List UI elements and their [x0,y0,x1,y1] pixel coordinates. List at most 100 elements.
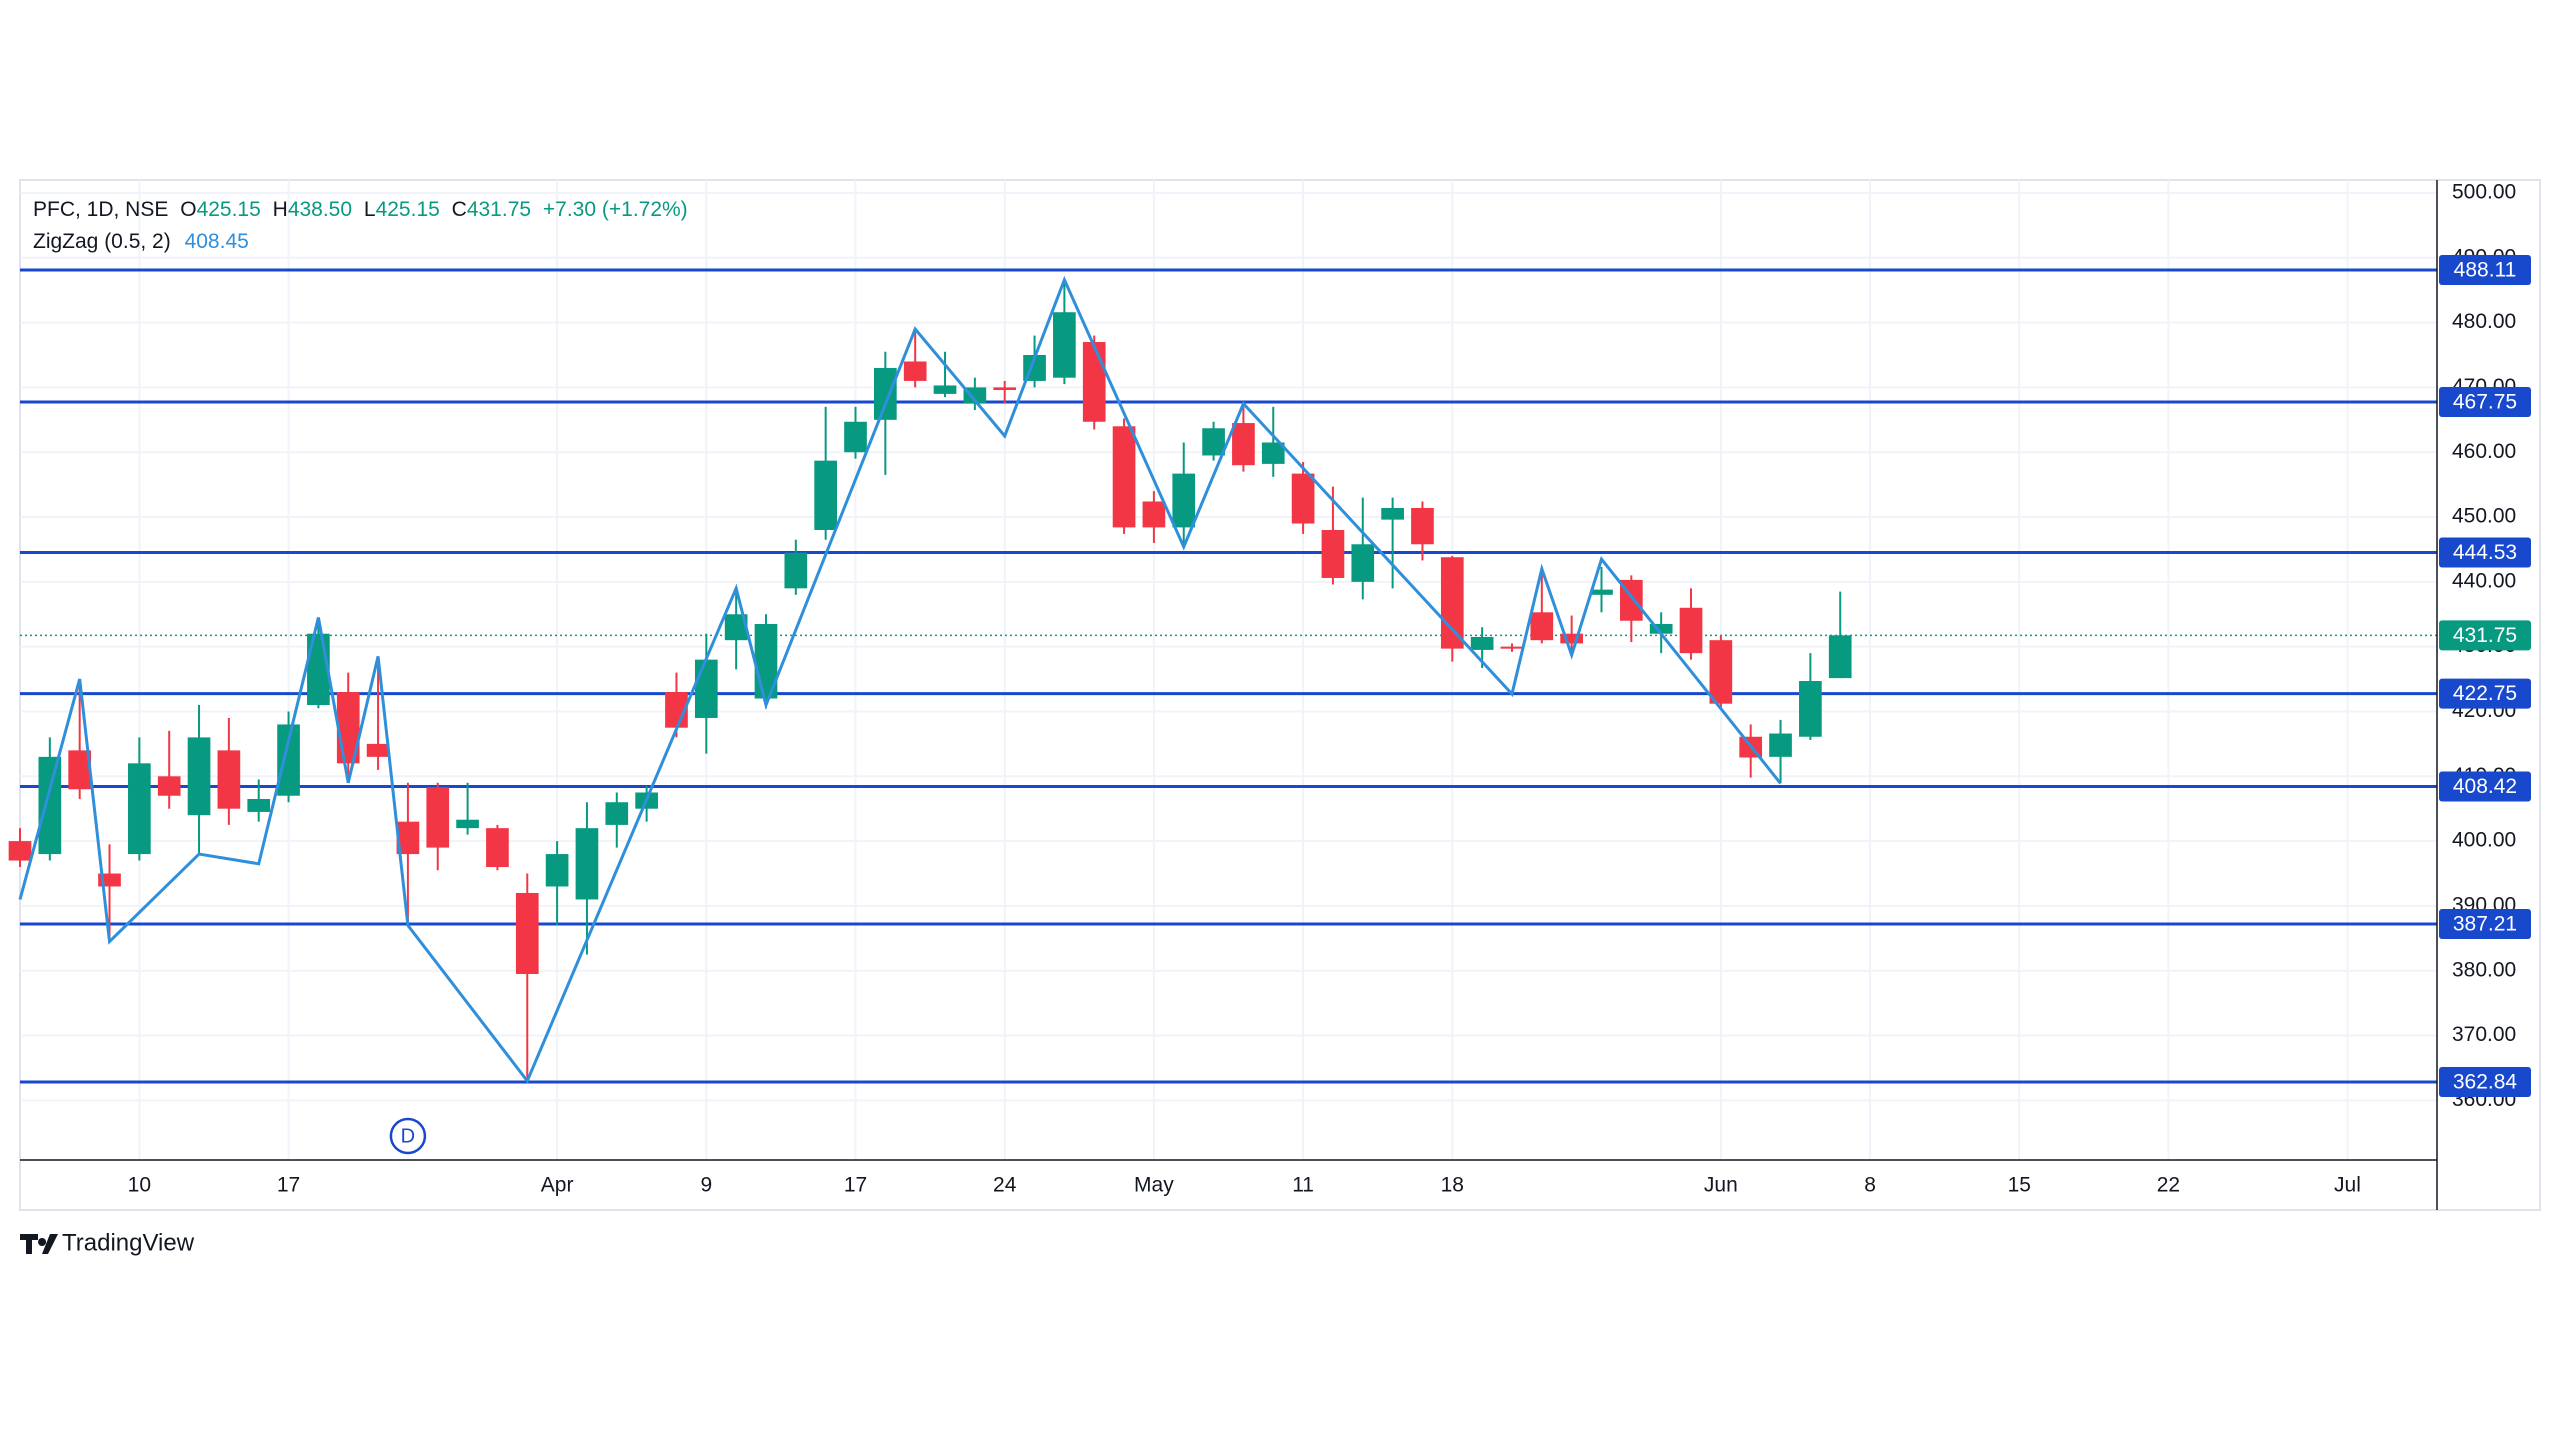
last-price-label: 431.75 [2453,624,2517,647]
x-tick-label: Apr [541,1174,574,1197]
y-tick-label: 500.00 [2452,181,2516,204]
y-tick-label: 370.00 [2452,1023,2516,1046]
candle-body [1381,507,1404,520]
level-label: 408.42 [2453,775,2517,798]
candle-body [277,724,300,796]
candle-body [1053,312,1076,378]
y-tick-label: 380.00 [2452,958,2516,981]
candle-body [456,819,479,829]
candle-body [1590,589,1613,595]
candle-body [1679,607,1703,654]
candle-body [605,802,629,825]
level-label-box [2439,386,2531,417]
x-tick-label: 10 [128,1174,151,1197]
level-label-box [2439,771,2531,802]
axis-labels: 360.00370.00380.00390.00400.00410.00420.… [128,181,2531,1197]
candle-body [1351,544,1375,582]
candle-body [366,743,390,757]
candle-body [247,798,271,812]
level-label-box [2439,909,2531,940]
candle-body [1082,342,1106,422]
x-tick-label: 24 [993,1174,1017,1197]
candle-body [1232,423,1255,466]
event-marker [389,1117,427,1155]
brand-name: TradingView [62,1229,195,1256]
candle-body [426,787,450,848]
candle-body [1112,426,1136,528]
y-tick-label: 400.00 [2452,829,2516,852]
y-tick-label: 450.00 [2452,505,2516,528]
candle-body [157,776,181,796]
high-value: 438.50 [288,198,352,221]
candle-body [187,737,211,816]
logo-icon [20,1234,58,1254]
indicator-value: 408.45 [185,230,249,253]
candle-body [1560,633,1583,644]
y-tick-label: 440.00 [2452,569,2516,592]
x-tick-label: 18 [1441,1174,1464,1197]
close-label: C [452,198,467,221]
candle-body [38,756,62,855]
candle-body [933,385,957,394]
candle-body [1769,733,1792,757]
x-tick-label: Jun [1704,1174,1738,1197]
low-value: 425.15 [376,198,440,221]
candle-body [1411,507,1434,545]
level-label: 488.11 [2454,259,2517,282]
candle-body [217,750,241,809]
level-label: 467.75 [2453,391,2517,414]
candle-body [694,659,718,718]
candle-body [874,367,897,420]
last-price-label-box [2439,620,2531,651]
x-tick-label: Jul [2334,1174,2361,1197]
candle-body [8,841,32,861]
candle-body [1828,635,1852,679]
candle-body [1709,640,1733,704]
candle-body [903,361,927,381]
x-tick-label: 9 [700,1174,712,1197]
level-label: 444.53 [2453,541,2517,564]
candle-body [1321,530,1345,578]
level-label: 422.75 [2453,682,2517,705]
candle-body [1649,623,1673,634]
y-tick-label: 460.00 [2452,440,2516,463]
candle-body [1530,612,1554,641]
candle-body [1261,442,1285,464]
candle-body [844,421,867,453]
candle-body [396,821,420,855]
candle-body [814,460,838,530]
indicator-name: ZigZag (0.5, 2) [33,230,171,253]
candle-body [1470,636,1494,650]
legend-line: PFC, 1D, NSE O425.15 H438.50 L425.15 C43… [33,198,688,221]
candle-body [128,763,151,855]
candle-body [724,614,748,641]
x-tick-label: 8 [1864,1174,1876,1197]
level-label: 387.21 [2453,913,2517,936]
candle-body [1291,473,1315,524]
candle-body [1172,473,1196,528]
candle-body [1440,557,1464,649]
x-tick-label: 11 [1292,1174,1314,1197]
low-label: L [364,198,376,221]
candle-body [486,828,509,868]
open-value: 425.15 [197,198,261,221]
level-label-box [2439,1066,2531,1097]
symbol: PFC, 1D, NSE [33,198,168,221]
candle-body [1202,428,1225,456]
open-label: O [180,198,196,221]
candle-body [68,750,92,790]
candle-body [545,854,569,887]
level-label-box [2439,255,2531,286]
candle-body [993,387,1017,390]
plot: D [8,268,2437,1155]
x-tick-label: 22 [2157,1174,2180,1197]
x-tick-label: 17 [277,1174,300,1197]
candle-body [1799,681,1822,737]
event-marker-label: D [401,1125,415,1147]
high-label: H [273,198,288,221]
indicator-legend: ZigZag (0.5, 2) 408.45 [33,230,249,253]
x-tick-label: May [1134,1174,1174,1197]
close-value: 431.75 [467,198,531,221]
brand-logo: TradingView [20,1229,195,1256]
